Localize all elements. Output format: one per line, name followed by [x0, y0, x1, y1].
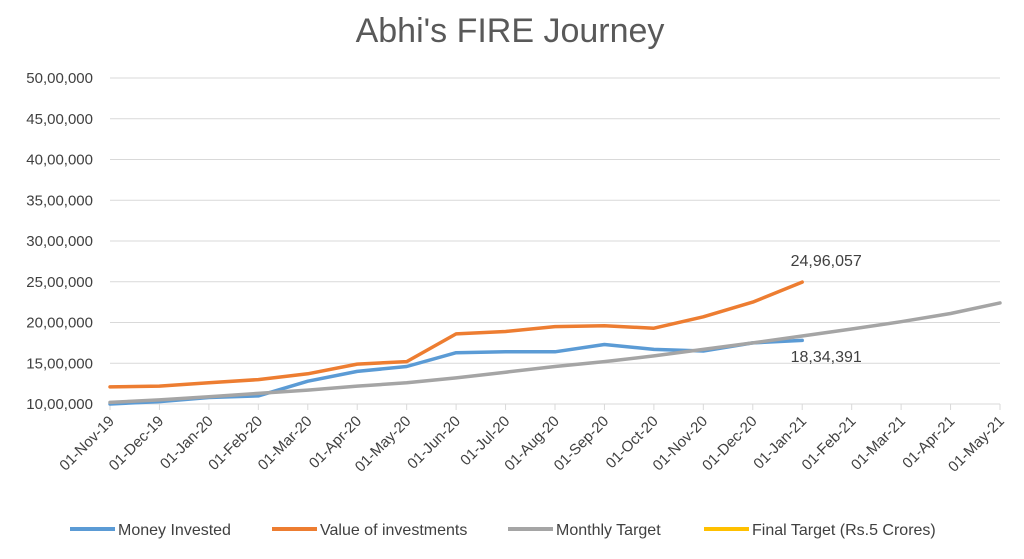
legend-label: Money Invested — [118, 522, 231, 539]
chart-title: Abhi's FIRE Journey — [356, 12, 665, 50]
x-tick-label: 01-Jun-20 — [404, 413, 464, 473]
gridlines — [110, 77, 1000, 405]
data-label: 18,34,391 — [791, 349, 862, 366]
legend-label: Monthly Target — [556, 522, 661, 539]
y-tick-label: 40,00,000 — [26, 152, 93, 169]
legend: Money Invested Value of investments Monthl… — [70, 522, 936, 539]
series-line-2 — [108, 301, 1002, 405]
legend-label: Final Target (Rs.5 Crores) — [752, 522, 936, 539]
series-lines — [108, 280, 1002, 406]
y-tick-label: 50,00,000 — [26, 70, 93, 87]
series-line-1 — [108, 280, 804, 389]
x-tick-label: 01-Mar-20 — [255, 413, 316, 474]
y-tick-label: 15,00,000 — [26, 355, 93, 372]
data-label: 24,96,057 — [791, 253, 862, 270]
y-tick-label: 30,00,000 — [26, 233, 93, 250]
y-tick-label: 10,00,000 — [26, 396, 93, 413]
x-axis: 01-Nov-1901-Dec-1901-Jan-2001-Feb-2001-M… — [56, 404, 1008, 476]
y-tick-label: 45,00,000 — [26, 111, 93, 128]
y-tick-label: 35,00,000 — [26, 192, 93, 209]
data-labels: 24,96,057 18,34,391 — [791, 253, 862, 366]
y-tick-label: 20,00,000 — [26, 315, 93, 332]
legend-label: Value of investments — [320, 522, 467, 539]
x-tick-label: 01-Mar-21 — [848, 413, 909, 474]
y-tick-label: 25,00,000 — [26, 274, 93, 291]
y-axis: 10,00,000 15,00,000 20,00,000 25,00,000 30,0… — [26, 70, 93, 413]
